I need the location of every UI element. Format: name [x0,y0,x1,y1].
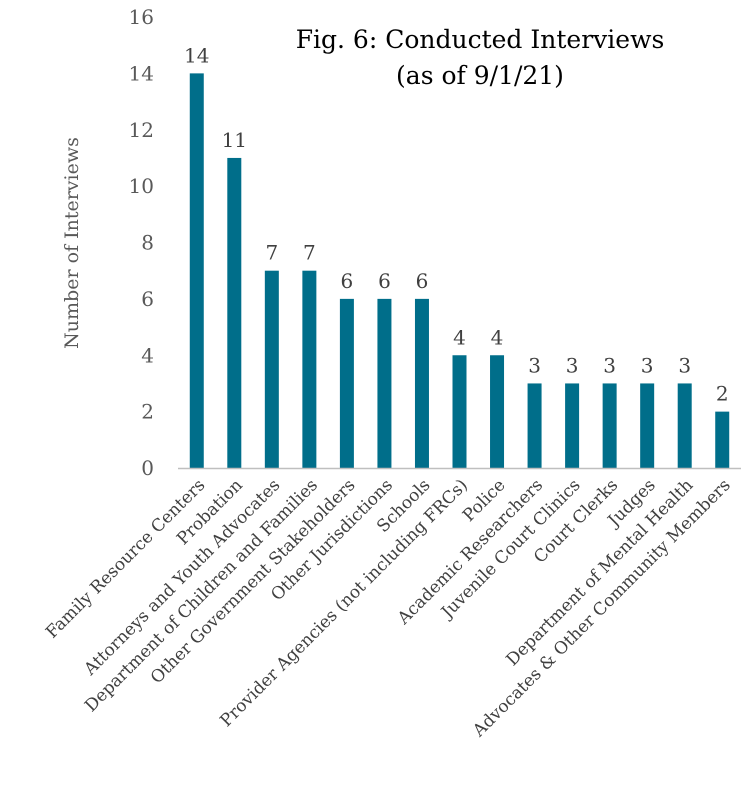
bar [339,298,354,468]
y-tick-label: 12 [129,118,154,142]
bar [490,355,505,468]
data-label: 11 [222,128,247,152]
y-axis-label: Number of Interviews [61,137,83,349]
chart-title-group: Fig. 6: Conducted Interviews (as of 9/1/… [296,25,665,90]
chart-title: Fig. 6: Conducted Interviews [296,25,665,54]
data-label: 3 [603,353,616,377]
data-label: 7 [265,241,278,265]
y-tick-label: 16 [129,5,154,29]
bar [527,383,542,468]
bar [677,383,692,468]
bar [565,383,580,468]
y-tick-label: 10 [129,174,154,198]
y-tick-label: 2 [141,400,154,424]
bar [715,411,730,468]
y-tick-label: 4 [141,343,154,367]
bar [264,270,279,468]
data-label: 3 [678,353,691,377]
y-tick-label: 8 [141,231,154,255]
data-label: 14 [184,43,209,67]
data-label: 6 [341,269,354,293]
x-axis-tick-labels: Family Resource CentersProbationAttorney… [42,475,735,741]
bar [189,73,204,468]
data-label: 4 [491,325,504,349]
data-label: 6 [416,269,429,293]
bar [640,383,655,468]
data-label: 3 [641,353,654,377]
data-label: 3 [528,353,541,377]
y-tick-label: 6 [141,287,154,311]
bar [602,383,617,468]
bar [377,298,392,468]
y-tick-label: 0 [141,456,154,480]
bar [452,355,467,468]
data-label: 4 [453,325,466,349]
data-label: 2 [716,382,729,406]
y-axis-ticks: 0 2 4 6 8 10 12 14 16 [129,5,154,480]
data-label: 3 [566,353,579,377]
bar [302,270,317,468]
data-label: 6 [378,269,391,293]
bar [227,157,242,468]
chart-subtitle: (as of 9/1/21) [396,61,564,90]
bars [189,73,730,468]
data-label: 7 [303,241,316,265]
bar [414,298,429,468]
y-tick-label: 14 [129,61,154,85]
